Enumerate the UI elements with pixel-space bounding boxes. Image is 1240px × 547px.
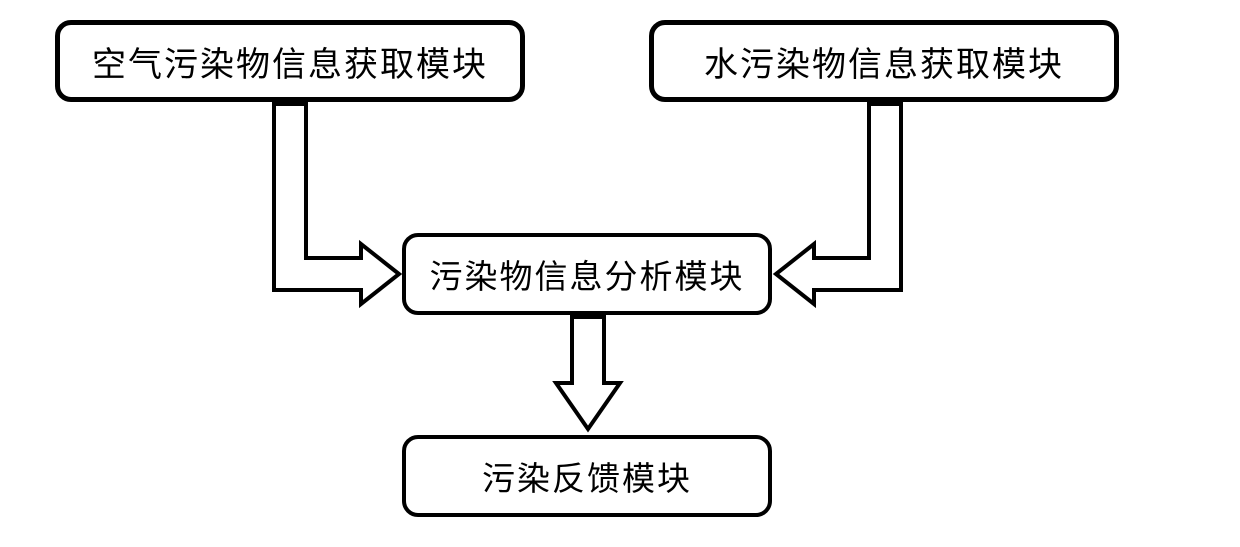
node-label: 空气污染物信息获取模块 [92, 37, 488, 86]
arrow-air-to-analysis [243, 104, 403, 294]
arrow-analysis-to-feedback [548, 317, 628, 435]
node-pollution-feedback: 污染反馈模块 [402, 435, 772, 517]
node-label: 污染物信息分析模块 [430, 250, 745, 298]
node-label: 污染反馈模块 [482, 452, 692, 500]
arrow-water-to-analysis [772, 104, 932, 294]
node-water-pollutant-info-acquisition: 水污染物信息获取模块 [649, 20, 1119, 102]
node-air-pollutant-info-acquisition: 空气污染物信息获取模块 [55, 20, 525, 102]
node-pollutant-info-analysis: 污染物信息分析模块 [402, 233, 772, 315]
node-label: 水污染物信息获取模块 [704, 37, 1064, 86]
flowchart-stage: 空气污染物信息获取模块 水污染物信息获取模块 污染物信息分析模块 污染反馈模块 [0, 0, 1240, 547]
